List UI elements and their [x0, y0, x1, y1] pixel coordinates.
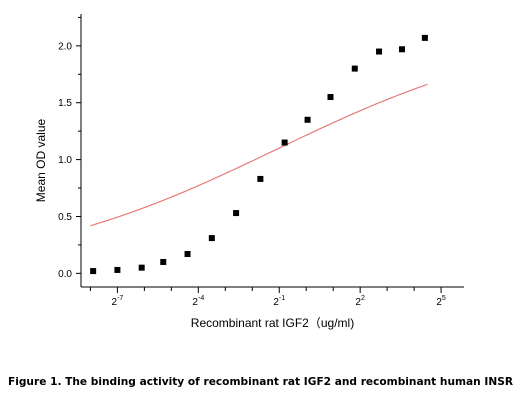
- data-point: [114, 266, 121, 273]
- y-axis-title: Mean OD value: [34, 118, 48, 202]
- x-tick-label-exponent: -7: [117, 295, 123, 302]
- data-point: [327, 94, 334, 101]
- data-point: [208, 235, 215, 242]
- data-point: [257, 175, 264, 182]
- x-tick-label-exponent: 5: [442, 295, 446, 302]
- x-tick-label-exponent: 2: [361, 295, 365, 302]
- data-point: [233, 210, 240, 217]
- x-axis-title: Recombinant rat IGF2（ug/ml): [191, 316, 354, 330]
- y-tick-label: 1.5: [58, 98, 72, 109]
- data-point: [398, 46, 405, 53]
- y-tick-label: 0.5: [58, 212, 72, 223]
- x-tick-label-base: 2: [436, 297, 442, 308]
- data-point: [304, 116, 311, 123]
- data-point: [421, 34, 428, 41]
- data-point: [138, 264, 145, 271]
- x-tick-label: 22: [355, 295, 365, 308]
- x-tick-label: 2-1: [273, 295, 285, 308]
- data-point: [376, 48, 383, 55]
- x-tick-label-base: 2: [355, 297, 361, 308]
- x-tick-label-base: 2: [192, 297, 198, 308]
- axis-labels-layer: 0.00.51.01.52.02-7 2-4 2-1 22 25Recombinant …: [34, 41, 446, 330]
- x-tick-label: 2-7: [112, 295, 124, 308]
- data-point: [90, 268, 97, 275]
- data-points-layer: [90, 34, 428, 275]
- x-tick-label-base: 2: [273, 297, 279, 308]
- x-tick-label-base: 2: [112, 297, 118, 308]
- data-point: [281, 139, 288, 146]
- data-point: [160, 258, 167, 265]
- figure-caption: Figure 1. The binding activity of recomb…: [7, 376, 514, 388]
- fit-curve-layer: [90, 83, 428, 227]
- x-tick-label-exponent: -4: [198, 295, 204, 302]
- x-tick-label-exponent: -1: [279, 295, 285, 302]
- data-point: [184, 251, 191, 258]
- y-tick-label: 0.0: [58, 269, 72, 280]
- x-tick-label: 25: [436, 295, 446, 308]
- fit-curve: [90, 83, 428, 227]
- data-point: [351, 65, 358, 72]
- axes-layer: [76, 14, 464, 293]
- x-tick-label: 2-4: [192, 295, 204, 308]
- y-tick-label: 1.0: [58, 155, 72, 166]
- y-tick-label: 2.0: [58, 41, 72, 52]
